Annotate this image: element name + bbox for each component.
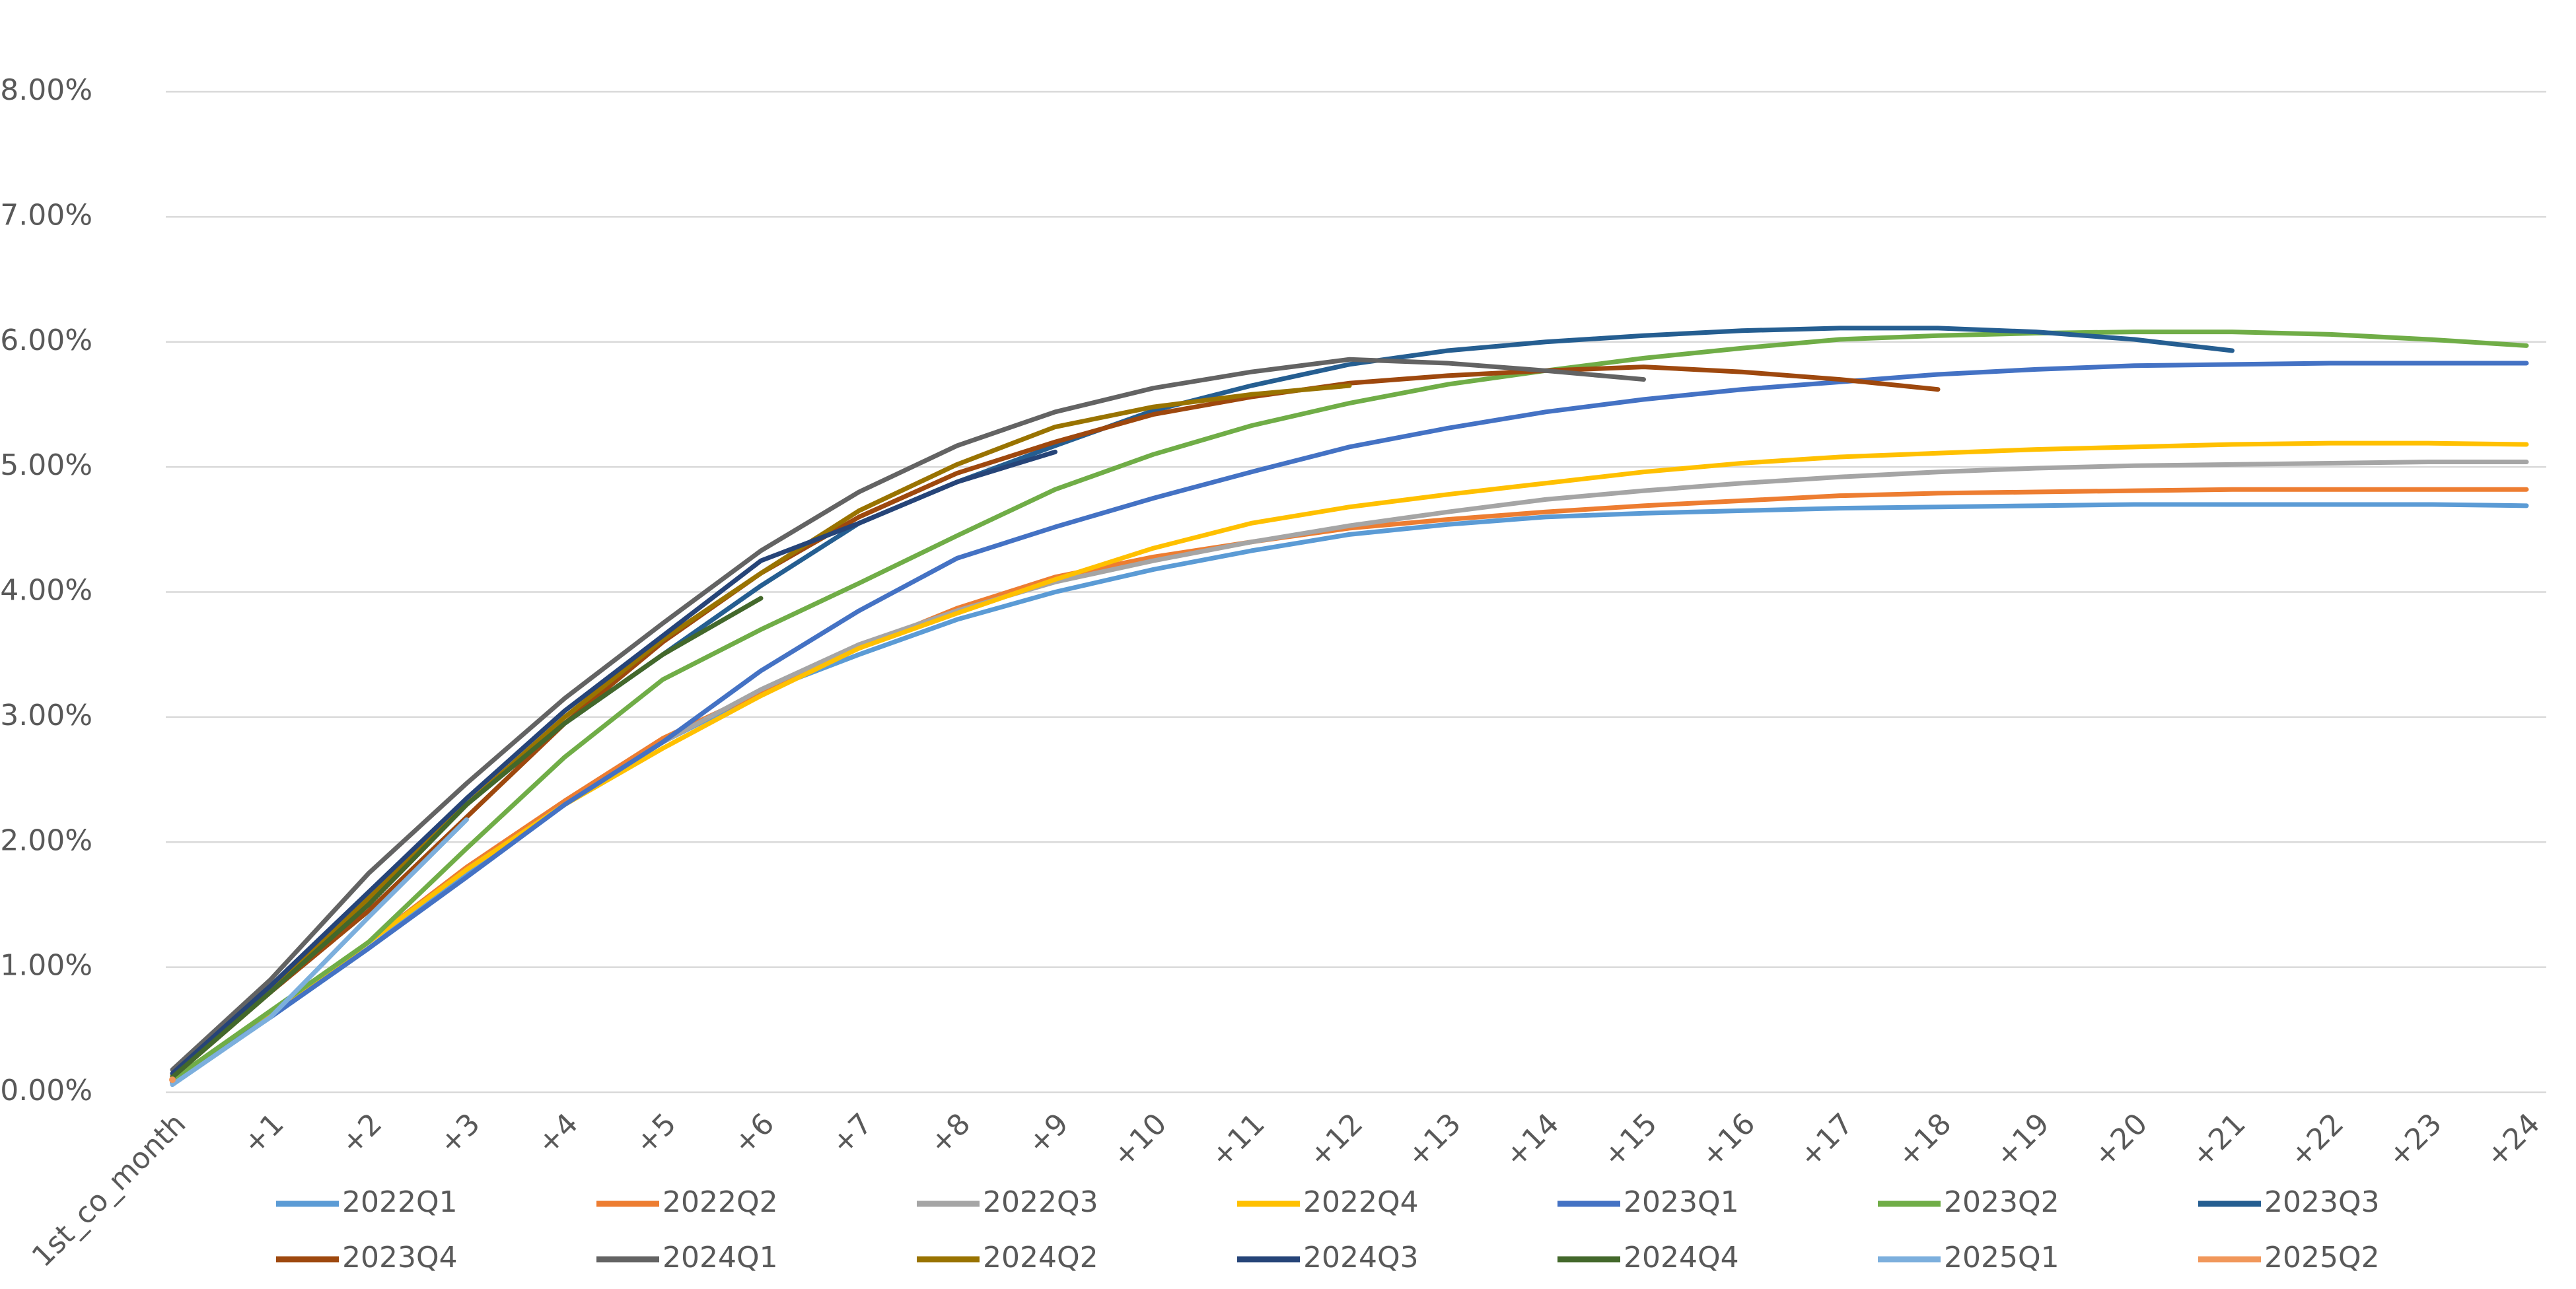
legend-label: 2024Q2 <box>983 1241 1098 1274</box>
x-tick-label: +3 <box>433 1107 487 1161</box>
x-tick-label: +22 <box>2283 1107 2351 1174</box>
x-tick-label: +11 <box>1204 1107 1271 1174</box>
y-tick-label: 3.00% <box>0 699 92 732</box>
x-tick-label: +1 <box>236 1107 291 1161</box>
series-line <box>170 361 2529 1085</box>
legend-label: 2022Q1 <box>342 1185 458 1219</box>
legend-label: 2023Q4 <box>342 1241 458 1274</box>
x-tick-label: +14 <box>1499 1107 1566 1174</box>
legend-label: 2024Q4 <box>1624 1241 1739 1274</box>
x-tick-label: +13 <box>1400 1107 1468 1174</box>
legend-label: 2025Q2 <box>2264 1241 2380 1274</box>
x-tick-label: +6 <box>727 1107 781 1161</box>
x-tick-label: +17 <box>1793 1107 1860 1174</box>
series-line <box>170 365 1941 1080</box>
x-tick-label: +5 <box>629 1107 683 1161</box>
legend-label: 2022Q4 <box>1303 1185 1419 1219</box>
x-tick-label: +20 <box>2087 1107 2155 1174</box>
x-tick-label: 1st_co_month <box>26 1107 193 1274</box>
series-line <box>170 460 2529 1085</box>
legend-label: 2023Q1 <box>1624 1185 1739 1219</box>
x-tick-label: +7 <box>825 1107 879 1161</box>
y-tick-label: 4.00% <box>0 574 92 608</box>
y-tick-label: 7.00% <box>0 198 92 232</box>
legend-label: 2023Q3 <box>2264 1185 2380 1219</box>
series-line <box>170 596 764 1080</box>
x-tick-label: +2 <box>334 1107 388 1161</box>
y-tick-label: 0.00% <box>0 1074 92 1107</box>
x-tick-label: +23 <box>2381 1107 2449 1174</box>
x-tick-label: +24 <box>2480 1107 2547 1174</box>
line-point <box>169 1076 176 1084</box>
series-line <box>170 487 2529 1085</box>
legend-label: 2022Q3 <box>983 1185 1098 1219</box>
series-line <box>170 449 1057 1076</box>
y-tick-label: 6.00% <box>0 324 92 357</box>
x-tick-label: +12 <box>1303 1107 1370 1174</box>
series-line <box>170 383 1352 1078</box>
series-line <box>170 357 1646 1072</box>
x-tick-label: +9 <box>1021 1107 1075 1161</box>
x-tick-label: +16 <box>1695 1107 1762 1174</box>
y-tick-label: 1.00% <box>0 949 92 983</box>
legend-label: 2023Q2 <box>1944 1185 2059 1219</box>
series-line <box>170 330 2529 1082</box>
legend-label: 2024Q1 <box>662 1241 778 1274</box>
x-tick-label: +18 <box>1891 1107 1958 1174</box>
legend-label: 2024Q3 <box>1303 1241 1419 1274</box>
x-tick-label: +8 <box>923 1107 977 1161</box>
series-line <box>170 817 469 1088</box>
x-tick-label: +10 <box>1106 1107 1174 1174</box>
x-tick-label: +19 <box>1989 1107 2056 1174</box>
x-tick-label: +21 <box>2185 1107 2252 1174</box>
x-tick-label: +15 <box>1596 1107 1664 1174</box>
y-tick-label: 8.00% <box>0 73 92 107</box>
y-tick-label: 5.00% <box>0 448 92 482</box>
y-tick-label: 2.00% <box>0 823 92 857</box>
x-tick-label: +4 <box>530 1107 585 1161</box>
legend-label: 2025Q1 <box>1944 1241 2059 1274</box>
legend-label: 2022Q2 <box>662 1185 778 1219</box>
